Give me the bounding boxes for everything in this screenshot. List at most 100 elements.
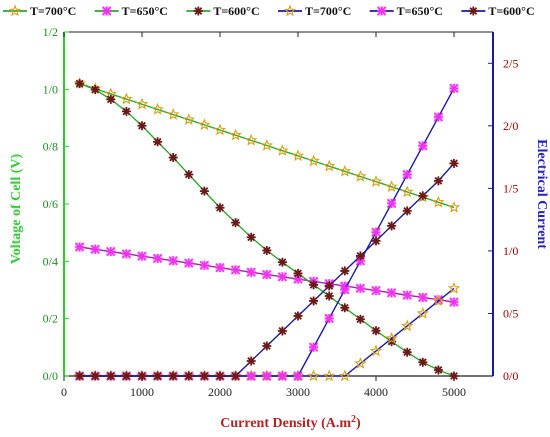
- axes: 0 1000 2000 3000 4000 5000 0/0 0/2 0/4 0/6 0/8 1/0 1…: [43, 25, 519, 399]
- series-line: [79, 82, 455, 209]
- y-axis-left-title: Voltage of Cell (V): [9, 154, 24, 265]
- data-point-shape: [198, 118, 211, 131]
- data-point-shape: [371, 326, 381, 336]
- y-left-tick-label: 0/4: [43, 254, 58, 268]
- series-layer: [73, 77, 461, 382]
- data-point: [262, 269, 272, 280]
- data-point-shape: [338, 369, 351, 382]
- legend-item: T=650°C: [369, 4, 443, 18]
- series-line: [79, 82, 455, 377]
- data-point: [323, 369, 336, 382]
- data-point-shape: [215, 371, 225, 381]
- data-point: [338, 164, 351, 177]
- data-point-shape: [293, 268, 303, 278]
- data-point-shape: [137, 371, 147, 381]
- data-point-shape: [121, 371, 131, 381]
- data-point-shape: [432, 294, 445, 307]
- data-point: [215, 371, 225, 381]
- data-point-shape: [369, 175, 383, 187]
- legend-label: T=650°C: [397, 4, 443, 18]
- data-point-shape: [402, 347, 412, 357]
- data-point-cross: [293, 274, 303, 284]
- y-right-tick-label: 0/5: [503, 306, 518, 320]
- data-point-shape: [262, 341, 272, 351]
- legend-marker-shape: [283, 4, 297, 17]
- data-point: [153, 137, 163, 147]
- data-point-cross: [449, 297, 459, 307]
- data-point-shape: [245, 133, 258, 146]
- data-point: [323, 159, 336, 172]
- legend-item: T=700°C: [3, 4, 76, 18]
- data-point-shape: [262, 245, 272, 255]
- data-point-shape: [402, 206, 412, 216]
- data-point: [309, 280, 319, 290]
- data-point-cross: [402, 170, 412, 180]
- data-point: [120, 92, 133, 105]
- data-point-shape: [401, 185, 414, 198]
- x-tick-label: 2000: [208, 385, 232, 399]
- data-point-shape: [231, 371, 241, 381]
- data-point-shape: [151, 102, 164, 115]
- data-point: [447, 200, 461, 213]
- series-line: [79, 287, 455, 377]
- data-point-cross: [262, 269, 272, 280]
- data-point: [245, 133, 258, 146]
- legend: T=700°C T=650°C T=600°C T=700°C T=650°C T=600…: [3, 4, 535, 18]
- data-point-shape: [135, 97, 149, 110]
- data-point-cross: [293, 371, 303, 381]
- data-point: [355, 283, 365, 293]
- data-point: [75, 371, 85, 381]
- legend-marker-shape: [468, 6, 478, 16]
- data-point-cross: [309, 342, 319, 352]
- data-point: [167, 108, 180, 120]
- data-point: [402, 347, 412, 357]
- data-point: [262, 245, 272, 255]
- x-tick-label: 5000: [442, 385, 466, 399]
- data-point-shape: [387, 221, 397, 231]
- data-point: [199, 371, 209, 381]
- data-point: [293, 371, 303, 381]
- data-point-cross: [184, 258, 194, 268]
- x-axis-title-close: ): [356, 416, 361, 431]
- data-point: [291, 149, 305, 162]
- data-point: [449, 83, 459, 93]
- series-2: [75, 79, 459, 381]
- data-point: [135, 97, 149, 110]
- data-point-shape: [168, 371, 178, 381]
- legend-label: T=700°C: [30, 4, 76, 18]
- data-point-cross: [262, 371, 272, 381]
- legend-label: T=650°C: [122, 4, 168, 18]
- data-point: [168, 371, 178, 381]
- data-point-shape: [447, 281, 461, 294]
- data-point-shape: [213, 123, 227, 136]
- data-point: [231, 218, 241, 228]
- data-point: [184, 169, 194, 179]
- data-point: [324, 291, 334, 301]
- data-point-shape: [199, 186, 209, 196]
- legend-item: T=700°C: [278, 4, 351, 18]
- data-point: [355, 251, 365, 261]
- data-point-shape: [120, 92, 133, 105]
- y-left-tick-label: 1/2: [43, 25, 58, 39]
- data-point: [324, 281, 334, 291]
- data-point: [90, 371, 100, 381]
- data-point: [418, 191, 428, 201]
- data-point-shape: [291, 149, 305, 162]
- data-point-cross: [168, 256, 178, 266]
- data-point-cross: [371, 286, 381, 296]
- data-point-cross: [371, 227, 381, 237]
- data-point: [387, 288, 397, 298]
- data-point: [338, 369, 351, 382]
- data-point-cross: [121, 249, 131, 259]
- series-5: [75, 158, 459, 381]
- x-tick-label: 3000: [286, 385, 310, 399]
- data-point: [416, 306, 429, 319]
- data-point-shape: [340, 303, 350, 313]
- x-tick-label: 4000: [364, 385, 388, 399]
- data-point: [182, 113, 195, 125]
- data-point: [151, 102, 164, 115]
- data-point: [371, 236, 381, 246]
- data-point-shape: [307, 369, 320, 382]
- data-point-shape: [324, 291, 334, 301]
